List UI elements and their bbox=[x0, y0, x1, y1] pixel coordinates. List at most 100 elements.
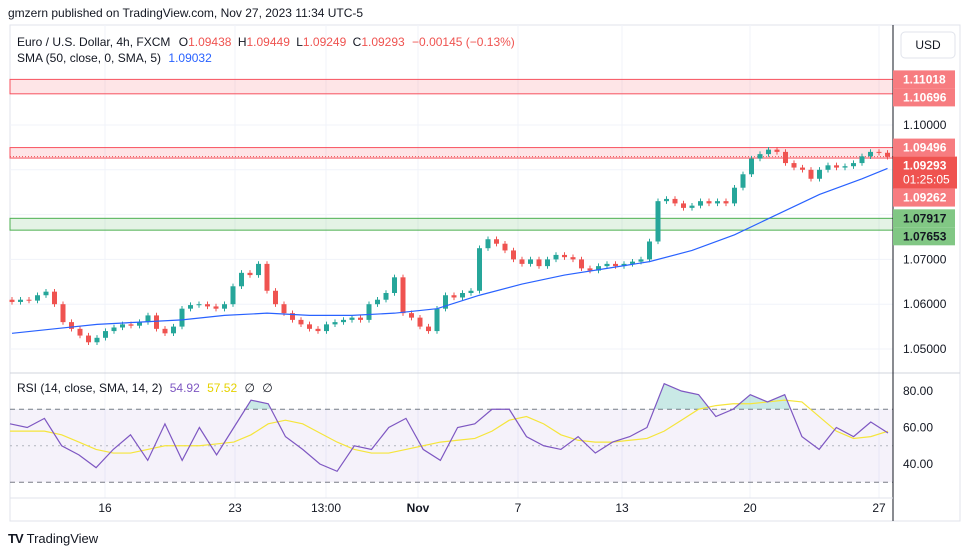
candle-body bbox=[366, 304, 372, 320]
candle-body bbox=[817, 169, 822, 179]
candle-body bbox=[154, 315, 159, 329]
candle-body bbox=[264, 263, 270, 291]
legend-c-label: C bbox=[353, 35, 362, 49]
candle-body bbox=[137, 322, 142, 326]
published-caption: gmzern published on TradingView.com, Nov… bbox=[8, 6, 364, 20]
candle-body bbox=[179, 308, 185, 327]
rsi-legend-extra: ∅ bbox=[244, 381, 254, 395]
candle-body bbox=[205, 304, 210, 307]
candle-body bbox=[851, 163, 856, 167]
candle-body bbox=[570, 257, 576, 260]
candle-body bbox=[528, 259, 533, 264]
candle-body bbox=[162, 328, 168, 334]
last-price-bg bbox=[893, 156, 957, 189]
time-tick-label: 23 bbox=[228, 501, 242, 515]
candle-body bbox=[103, 331, 108, 338]
rsi-sma-legend-value: 57.52 bbox=[207, 381, 237, 395]
legend-low: 1.09249 bbox=[303, 35, 347, 49]
candle-body bbox=[375, 299, 380, 305]
candle-body bbox=[868, 151, 873, 157]
candle-body bbox=[689, 205, 695, 208]
rsi-legend-label: RSI (14, close, SMA, 14, 2) bbox=[17, 381, 162, 395]
candle-body bbox=[341, 319, 346, 323]
candle-body bbox=[451, 295, 457, 298]
candle-body bbox=[171, 326, 176, 334]
price-axis[interactable]: 1.11018 1.10696 1.10000 1.09496 1.0929301:25… bbox=[893, 70, 957, 471]
candle-body bbox=[774, 149, 780, 152]
candle-body bbox=[196, 304, 202, 306]
candle-body bbox=[664, 198, 669, 202]
time-tick-label: 13:00 bbox=[311, 501, 341, 515]
sma-legend-value: 1.09032 bbox=[168, 51, 212, 65]
rsi-tick-label: 80.00 bbox=[903, 384, 933, 398]
candle-body bbox=[494, 239, 499, 244]
candle-body bbox=[43, 291, 49, 296]
time-axis[interactable]: 16 23 13:00 Nov 7 13 20 27 bbox=[98, 501, 886, 515]
candle-body bbox=[69, 322, 74, 329]
candle-body bbox=[630, 261, 635, 264]
candle-body bbox=[358, 317, 363, 320]
legend-high: 1.09449 bbox=[246, 35, 290, 49]
candle-body bbox=[808, 169, 814, 179]
sma-legend[interactable]: SMA (50, close, 0, SMA, 5) 1.09032 bbox=[17, 51, 212, 65]
price-tick-label: 1.05000 bbox=[903, 342, 947, 356]
currency-button[interactable] bbox=[900, 31, 956, 59]
candle-body bbox=[672, 198, 678, 204]
rsi-pane bbox=[9, 382, 893, 483]
candle-body bbox=[647, 241, 652, 260]
candle-body bbox=[800, 167, 805, 170]
candle-body bbox=[94, 337, 100, 343]
price-tick-label: 1.07000 bbox=[903, 252, 947, 266]
candle-body bbox=[52, 291, 57, 305]
candle-body bbox=[332, 322, 338, 325]
legend-h-label: H bbox=[238, 35, 247, 49]
last-price-label: 1.09293 bbox=[903, 159, 947, 173]
zone-top-label: 1.07917 bbox=[903, 211, 947, 225]
candle-body bbox=[876, 151, 882, 153]
rsi-legend[interactable]: RSI (14, close, SMA, 14, 2) 54.92 57.52 … bbox=[17, 381, 273, 395]
legend-symbol: Euro / U.S. Dollar, 4h, FXCM bbox=[17, 35, 170, 49]
candle-body bbox=[604, 263, 610, 267]
currency-label[interactable]: USD bbox=[915, 38, 941, 52]
candle-body bbox=[273, 290, 278, 305]
candle-body bbox=[681, 203, 686, 208]
candle-body bbox=[757, 154, 763, 159]
zone-bottom-label: 1.10696 bbox=[903, 90, 947, 104]
zone-label-bg bbox=[893, 138, 955, 157]
candle-body bbox=[596, 266, 601, 271]
candles bbox=[9, 146, 890, 345]
candle-body bbox=[26, 299, 32, 301]
candle-body bbox=[511, 250, 516, 260]
zone-label-bg bbox=[893, 88, 955, 107]
candle-body bbox=[460, 293, 465, 298]
candle-body bbox=[655, 201, 661, 242]
zone-label-bg bbox=[893, 188, 955, 207]
candle-body bbox=[409, 313, 414, 318]
legend-open: 1.09438 bbox=[188, 35, 232, 49]
candle-body bbox=[290, 313, 295, 320]
zone-label-bg bbox=[893, 70, 955, 89]
candle-body bbox=[417, 317, 423, 327]
candle-body bbox=[825, 165, 831, 170]
candle-body bbox=[485, 239, 491, 249]
candle-body bbox=[434, 308, 440, 332]
time-tick-label: 13 bbox=[615, 501, 629, 515]
legend-change: −0.00145 (−0.13%) bbox=[412, 35, 515, 49]
candle-body bbox=[587, 268, 593, 271]
candle-body bbox=[77, 328, 83, 336]
main-legend: Euro / U.S. Dollar, 4h, FXCM O1.09438 H1… bbox=[17, 35, 515, 49]
rsi-overbought-fill bbox=[10, 383, 888, 410]
tradingview-logo[interactable]: TV TradingView bbox=[8, 531, 98, 546]
rsi-band-background bbox=[10, 409, 893, 483]
candle-body bbox=[315, 328, 321, 332]
candle-body bbox=[239, 272, 244, 287]
candle-body bbox=[443, 295, 448, 309]
rsi-tick-label: 60.00 bbox=[903, 421, 933, 435]
candle-body bbox=[536, 259, 542, 267]
zone-top-label: 1.09496 bbox=[903, 141, 947, 155]
candle-body bbox=[859, 156, 865, 164]
candle-body bbox=[638, 259, 644, 262]
tradingview-logo-icon: TV bbox=[8, 531, 24, 546]
legend-close: 1.09293 bbox=[361, 35, 405, 49]
